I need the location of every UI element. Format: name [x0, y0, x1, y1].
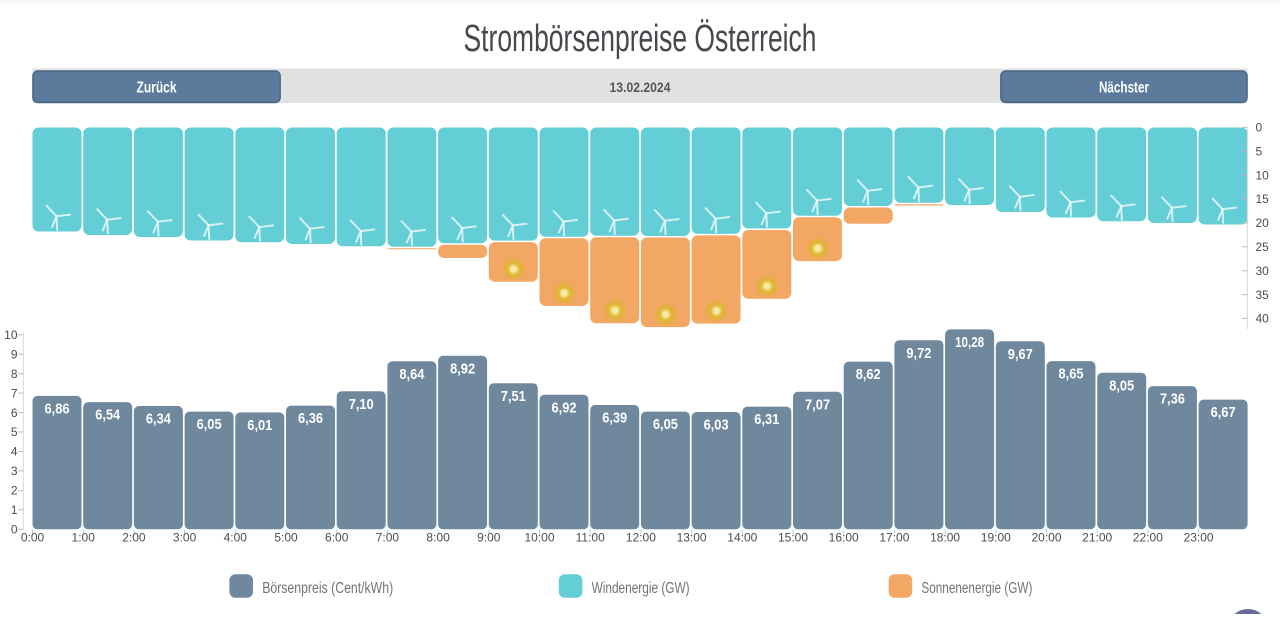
svg-text:4:00: 4:00	[224, 531, 248, 545]
svg-text:3: 3	[11, 464, 18, 478]
svg-text:20:00: 20:00	[1031, 531, 1061, 545]
svg-text:5: 5	[1256, 144, 1263, 158]
svg-text:14:00: 14:00	[727, 531, 757, 545]
svg-text:15:00: 15:00	[778, 531, 808, 545]
svg-text:21:00: 21:00	[1082, 531, 1112, 545]
svg-text:1:00: 1:00	[72, 531, 96, 545]
svg-text:2:00: 2:00	[122, 531, 146, 545]
svg-text:18:00: 18:00	[930, 531, 960, 545]
svg-text:13:00: 13:00	[677, 531, 707, 545]
svg-text:5:00: 5:00	[274, 531, 298, 545]
svg-text:6,36: 6,36	[298, 410, 323, 427]
svg-text:6:00: 6:00	[325, 531, 349, 545]
svg-text:6,67: 6,67	[1211, 404, 1236, 421]
svg-text:9,67: 9,67	[1008, 346, 1033, 363]
svg-text:7: 7	[11, 386, 18, 400]
svg-text:9:00: 9:00	[477, 531, 501, 545]
svg-text:20: 20	[1256, 216, 1270, 230]
svg-text:8,92: 8,92	[450, 360, 475, 377]
svg-text:19:00: 19:00	[981, 531, 1011, 545]
svg-text:7:00: 7:00	[376, 531, 400, 545]
svg-text:0:00: 0:00	[21, 531, 45, 545]
svg-text:8,62: 8,62	[856, 366, 881, 383]
svg-text:10: 10	[1256, 168, 1270, 182]
svg-text:25: 25	[1256, 240, 1270, 254]
svg-text:12:00: 12:00	[626, 531, 656, 545]
svg-text:6,54: 6,54	[95, 407, 121, 424]
svg-text:Nächster: Nächster	[1099, 80, 1149, 97]
svg-text:17:00: 17:00	[879, 531, 909, 545]
svg-text:11:00: 11:00	[576, 531, 605, 545]
svg-text:8:00: 8:00	[426, 531, 450, 545]
svg-text:Strombörsenpreise Österreich: Strombörsenpreise Österreich	[464, 18, 817, 60]
svg-text:40: 40	[1256, 312, 1270, 326]
svg-text:16:00: 16:00	[829, 531, 859, 545]
svg-text:6,05: 6,05	[653, 416, 678, 433]
svg-text:8,05: 8,05	[1109, 377, 1134, 394]
svg-text:30: 30	[1256, 264, 1270, 278]
svg-text:6,92: 6,92	[552, 399, 577, 416]
svg-text:10:00: 10:00	[524, 531, 554, 545]
svg-text:5: 5	[11, 425, 18, 439]
svg-text:4: 4	[11, 445, 18, 459]
svg-text:0: 0	[11, 523, 18, 537]
svg-text:7,10: 7,10	[349, 396, 374, 413]
svg-text:2: 2	[11, 484, 18, 498]
svg-text:6,34: 6,34	[146, 411, 172, 428]
svg-text:9: 9	[11, 347, 18, 361]
svg-text:Windenergie (GW): Windenergie (GW)	[592, 580, 690, 597]
svg-text:6,31: 6,31	[754, 411, 779, 428]
svg-text:0: 0	[1256, 121, 1263, 135]
svg-text:9,72: 9,72	[906, 345, 931, 362]
svg-text:6,86: 6,86	[45, 401, 70, 418]
svg-text:15: 15	[1256, 192, 1270, 206]
svg-text:10: 10	[4, 328, 18, 342]
svg-text:7,36: 7,36	[1160, 391, 1185, 408]
svg-text:8,65: 8,65	[1059, 366, 1084, 383]
svg-text:13.02.2024: 13.02.2024	[610, 79, 671, 95]
svg-text:6,05: 6,05	[197, 416, 222, 433]
svg-text:6,39: 6,39	[602, 410, 627, 427]
svg-text:6,01: 6,01	[247, 417, 272, 434]
svg-text:8: 8	[11, 367, 18, 381]
svg-text:22:00: 22:00	[1133, 531, 1163, 545]
svg-text:1: 1	[11, 503, 18, 517]
svg-text:23:00: 23:00	[1184, 531, 1214, 545]
svg-text:7,07: 7,07	[805, 396, 830, 413]
svg-text:8,64: 8,64	[399, 366, 425, 383]
svg-text:3:00: 3:00	[173, 531, 197, 545]
svg-text:6,03: 6,03	[704, 417, 729, 434]
svg-text:Börsenpreis (Cent/kWh): Börsenpreis (Cent/kWh)	[262, 580, 393, 597]
svg-text:35: 35	[1256, 288, 1270, 302]
svg-text:Zurück: Zurück	[137, 80, 177, 97]
svg-text:10,28: 10,28	[955, 334, 984, 351]
svg-text:Sonnenenergie (GW): Sonnenenergie (GW)	[921, 580, 1032, 597]
svg-text:7,51: 7,51	[501, 388, 526, 405]
svg-text:6: 6	[11, 406, 18, 420]
